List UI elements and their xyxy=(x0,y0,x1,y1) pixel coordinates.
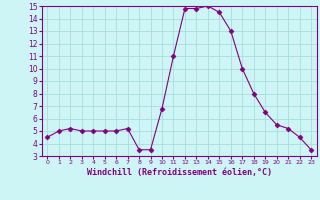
X-axis label: Windchill (Refroidissement éolien,°C): Windchill (Refroidissement éolien,°C) xyxy=(87,168,272,177)
